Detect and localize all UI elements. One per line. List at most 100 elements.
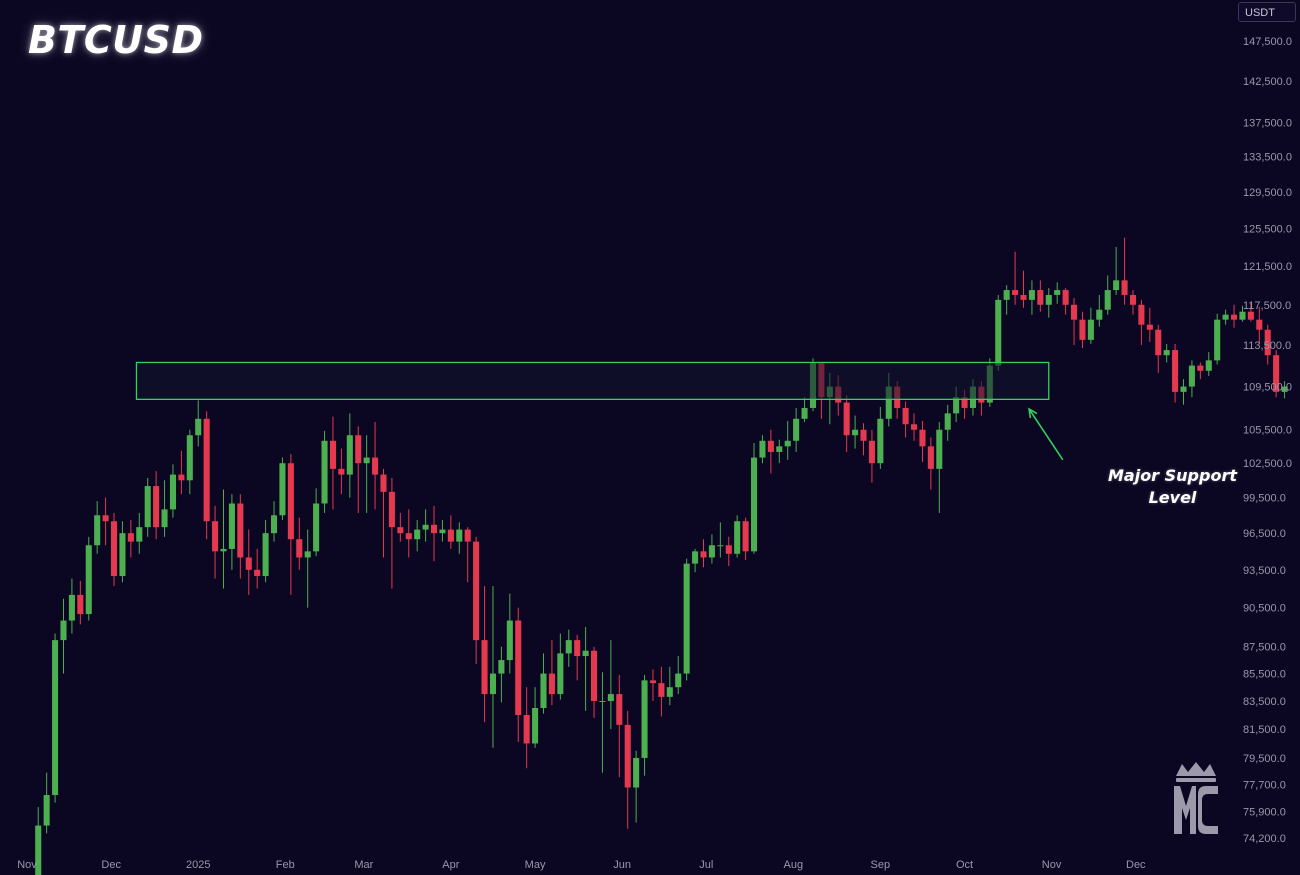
candle [430, 505, 438, 562]
candle-body [725, 545, 732, 554]
candle-body [85, 545, 92, 615]
arrow-head [1028, 407, 1038, 419]
candle-body [961, 397, 968, 408]
candle-body [540, 673, 547, 708]
candle-body [506, 620, 513, 661]
candle-body [489, 673, 497, 695]
y-tick-label: 137,500.0 [1243, 117, 1292, 129]
candle-body [363, 457, 370, 464]
y-tick-label: 96,500.0 [1243, 528, 1286, 540]
candle [1003, 285, 1010, 315]
candle [119, 521, 126, 583]
candle-body [94, 515, 101, 546]
candle [616, 674, 623, 778]
y-tick-label: 142,500.0 [1243, 76, 1292, 88]
candle [35, 807, 42, 875]
candle-body [944, 413, 951, 430]
y-tick-label: 79,500.0 [1243, 753, 1286, 765]
currency-label[interactable]: USDT [1238, 2, 1296, 22]
candle [1256, 306, 1263, 344]
price-axis: 147,500.0 142,500.0 137,500.0 133,500.0 129,… [1243, 36, 1292, 845]
candle [995, 294, 1002, 371]
x-tick-label: May [525, 859, 546, 871]
candle-body [927, 446, 934, 469]
candle [237, 494, 244, 579]
candle [717, 522, 724, 558]
candle-body [296, 539, 303, 558]
candle-body [254, 569, 261, 577]
candle-body [447, 529, 454, 542]
candle [649, 669, 657, 702]
candle-body [1062, 290, 1069, 305]
candle-body [793, 418, 800, 441]
candle [599, 672, 606, 773]
annotation-line-1: Major Support [1107, 466, 1237, 485]
candle [1239, 305, 1246, 322]
candle-body [195, 418, 202, 436]
candle-body [1138, 304, 1145, 325]
candle-body [582, 650, 589, 657]
candle [144, 478, 151, 537]
candle [860, 423, 867, 456]
candle-body [1172, 350, 1179, 392]
candle [1172, 343, 1179, 403]
candle [102, 497, 109, 546]
candle [346, 413, 353, 498]
candle-body [1003, 290, 1010, 300]
candle-body [372, 457, 379, 475]
candle-body [852, 429, 859, 436]
candle [532, 687, 539, 748]
time-axis: Nov Dec 2025 Feb Mar Apr May Jun Jul Aug Sep Oct Nov… [17, 859, 1146, 871]
candle-body [607, 694, 614, 702]
candle [607, 640, 614, 730]
candle [868, 429, 875, 483]
candle-body [119, 533, 126, 577]
candle [1129, 290, 1137, 315]
x-tick-label: Aug [784, 859, 804, 871]
candle-body [397, 527, 404, 534]
candle [776, 439, 783, 464]
candle [1012, 251, 1019, 305]
candle-body [877, 418, 884, 464]
candle-body [590, 650, 598, 702]
x-tick-label: Nov [17, 859, 37, 871]
candle-body [430, 524, 438, 534]
candle-body [1197, 365, 1204, 371]
candle-body [1028, 290, 1035, 300]
candle-body [641, 680, 648, 758]
candle-body [304, 551, 311, 558]
candle [372, 422, 379, 510]
candle-body [649, 680, 657, 684]
y-tick-label: 102,500.0 [1243, 458, 1292, 470]
candle [1054, 282, 1061, 304]
candle [52, 633, 59, 803]
candle-body [910, 424, 918, 430]
candle-body [885, 386, 892, 419]
y-tick-label: 85,500.0 [1243, 669, 1286, 681]
candle [186, 429, 193, 495]
candle [1096, 294, 1103, 327]
x-tick-label: Dec [1126, 859, 1146, 871]
x-tick-label: Jun [613, 859, 631, 871]
candle [464, 527, 471, 583]
candle [1037, 280, 1044, 312]
candle [338, 448, 345, 495]
y-tick-label: 99,500.0 [1243, 493, 1286, 505]
candle-body [456, 529, 463, 542]
candle-body [700, 551, 707, 558]
candle-body [313, 503, 320, 552]
candle-body [1045, 294, 1052, 305]
candle [94, 501, 101, 554]
candle-body [868, 440, 875, 464]
candle-body [169, 474, 176, 510]
candle [1028, 280, 1035, 315]
candle [489, 586, 497, 748]
candle [1045, 288, 1052, 318]
y-tick-label: 117,500.0 [1243, 300, 1291, 312]
candle [439, 520, 446, 542]
candle [1264, 324, 1271, 365]
mc-logo-icon [1174, 762, 1218, 834]
support-zone-group [135, 361, 1050, 401]
candle [363, 435, 370, 513]
candle [936, 422, 943, 513]
